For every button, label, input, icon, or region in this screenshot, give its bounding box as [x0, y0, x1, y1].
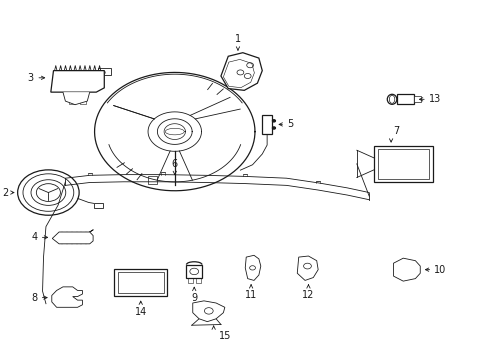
- Bar: [80, 100, 85, 104]
- Bar: [148, 176, 157, 184]
- Polygon shape: [52, 232, 93, 244]
- Text: 5: 5: [286, 120, 293, 129]
- Bar: [261, 114, 272, 134]
- Circle shape: [272, 127, 275, 129]
- Bar: [118, 272, 163, 293]
- Bar: [396, 94, 413, 104]
- Polygon shape: [221, 53, 262, 90]
- Text: 10: 10: [433, 265, 446, 275]
- Bar: [413, 96, 420, 102]
- Polygon shape: [223, 59, 254, 87]
- FancyBboxPatch shape: [373, 146, 432, 182]
- Text: 15: 15: [218, 331, 230, 341]
- Bar: [187, 278, 192, 283]
- Bar: [69, 100, 75, 104]
- Bar: [186, 265, 202, 278]
- Ellipse shape: [386, 94, 396, 104]
- Bar: [114, 269, 167, 296]
- Text: 12: 12: [302, 290, 314, 300]
- Text: 14: 14: [134, 307, 146, 318]
- Polygon shape: [52, 287, 82, 307]
- Polygon shape: [192, 301, 224, 321]
- Text: 6: 6: [171, 159, 178, 169]
- Text: 11: 11: [244, 290, 257, 300]
- Circle shape: [272, 120, 275, 122]
- Polygon shape: [63, 92, 89, 105]
- Bar: [98, 68, 111, 75]
- Text: 3: 3: [28, 73, 34, 83]
- Text: 4: 4: [32, 232, 38, 242]
- Text: 8: 8: [32, 293, 38, 303]
- Text: 9: 9: [191, 293, 197, 303]
- Polygon shape: [51, 71, 104, 92]
- Text: 1: 1: [234, 35, 241, 44]
- FancyBboxPatch shape: [377, 149, 428, 179]
- Text: 13: 13: [428, 94, 440, 104]
- Polygon shape: [393, 258, 419, 281]
- Polygon shape: [245, 255, 260, 280]
- Text: 2: 2: [2, 188, 8, 198]
- Bar: [94, 203, 102, 208]
- Text: 7: 7: [392, 126, 398, 136]
- Ellipse shape: [388, 95, 394, 103]
- Bar: [195, 278, 200, 283]
- Polygon shape: [297, 256, 318, 280]
